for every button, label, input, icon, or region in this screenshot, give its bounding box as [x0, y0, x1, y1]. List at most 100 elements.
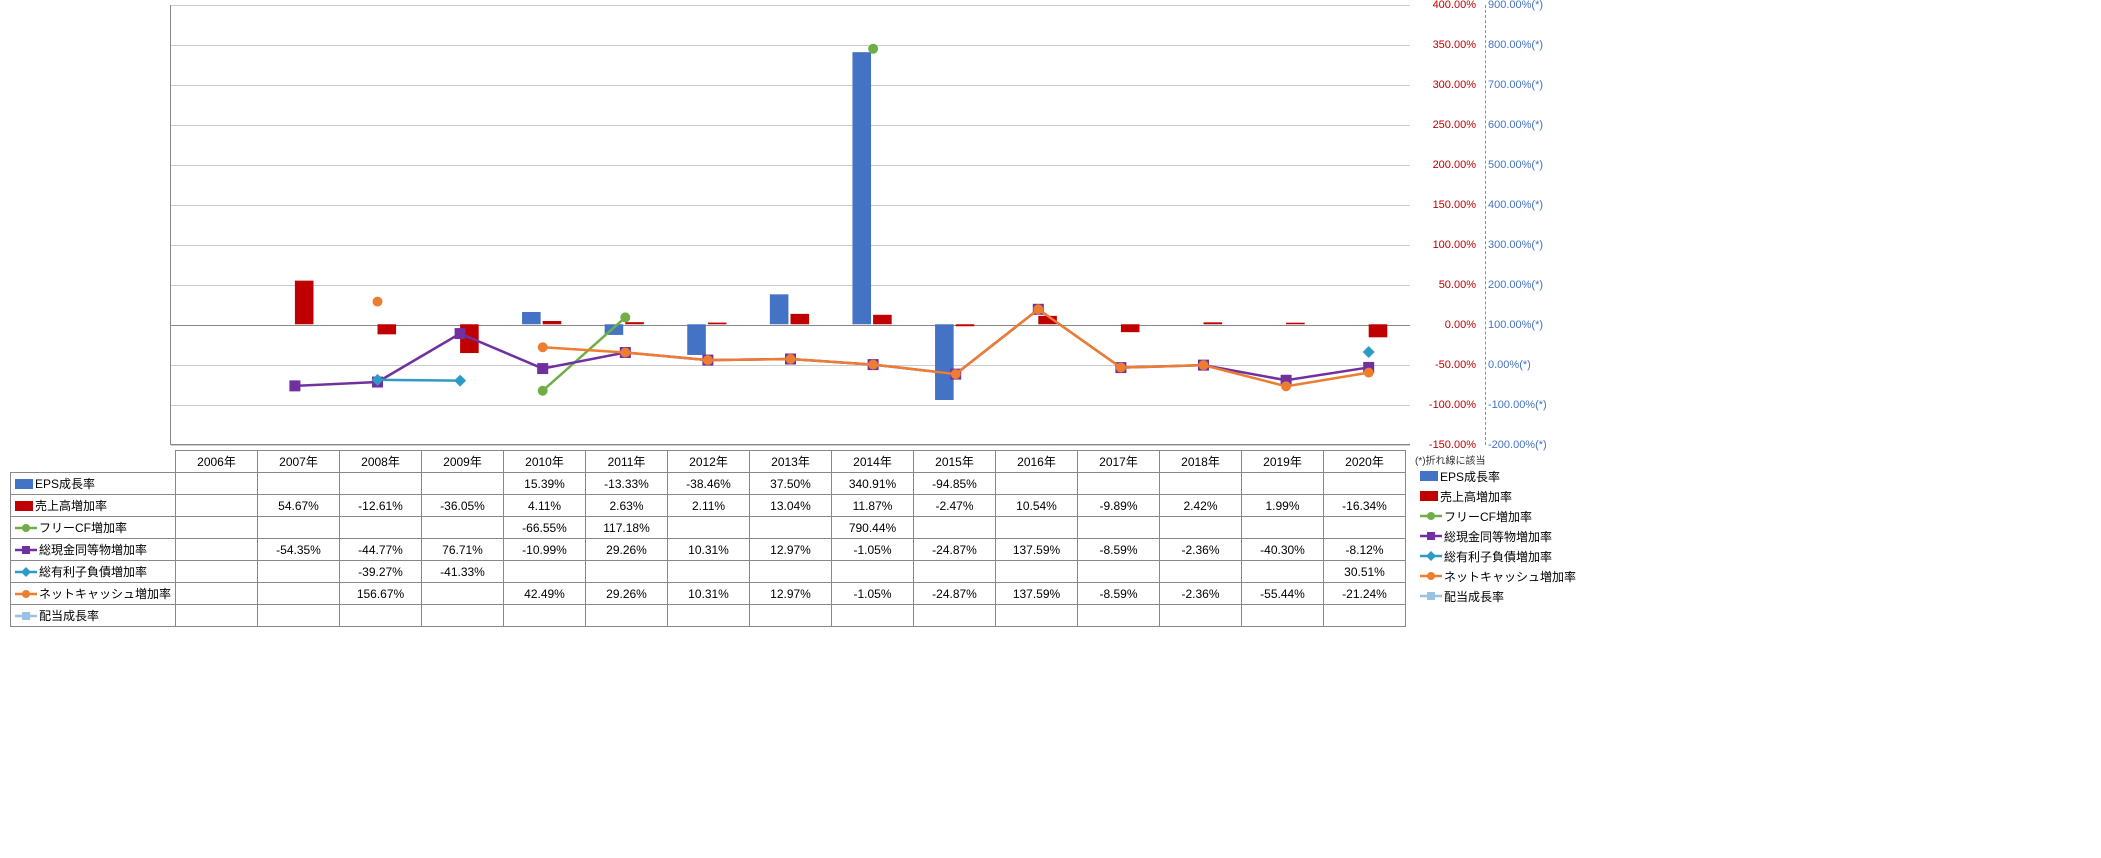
- y-axis-tick: 350.00%: [1413, 39, 1478, 51]
- table-cell: [750, 605, 832, 627]
- table-cell: [668, 605, 750, 627]
- legend-item-eps: EPS成長率: [1420, 466, 1576, 486]
- y2-axis-tick: 100.00%(*): [1484, 319, 1573, 331]
- y-axis-tick: 300.00%: [1413, 79, 1478, 91]
- year-header: 2013年: [750, 451, 832, 473]
- table-cell: -24.87%: [914, 583, 996, 605]
- table-cell: [422, 605, 504, 627]
- legend-item-cash: 総現金同等物増加率: [1420, 526, 1576, 546]
- table-cell: [914, 561, 996, 583]
- table-cell: 137.59%: [996, 539, 1078, 561]
- table-cell: -9.89%: [1078, 495, 1160, 517]
- marker-debt: [1363, 346, 1375, 358]
- legend-swatch: [1420, 590, 1442, 602]
- table-cell: [258, 517, 340, 539]
- table-cell: -2.47%: [914, 495, 996, 517]
- marker-netcash: [786, 354, 796, 364]
- legend-label: 総現金同等物増加率: [1444, 528, 1552, 545]
- legend-swatch: [1420, 550, 1442, 562]
- table-cell: [258, 561, 340, 583]
- legend-swatch: [15, 566, 37, 578]
- legend-label: 売上高増加率: [1440, 488, 1512, 505]
- table-cell: [1324, 473, 1406, 495]
- bar-sales: [1286, 323, 1305, 325]
- marker-cash: [290, 381, 300, 391]
- table-cell: 13.04%: [750, 495, 832, 517]
- table-cell: -12.61%: [340, 495, 422, 517]
- table-cell: -1.05%: [832, 539, 914, 561]
- table-cell: [258, 473, 340, 495]
- row-header: 売上高増加率: [15, 497, 171, 514]
- legend-item-netcash: ネットキャッシュ増加率: [1420, 566, 1576, 586]
- table-cell: [1324, 605, 1406, 627]
- table-cell: 15.39%: [504, 473, 586, 495]
- table-cell: [422, 583, 504, 605]
- y-axis-tick: -50.00%: [1413, 359, 1478, 371]
- table-cell: 790.44%: [832, 517, 914, 539]
- y2-axis-tick: 600.00%(*): [1484, 119, 1573, 131]
- axis-footnote: (*)折れ線に該当: [1415, 452, 1486, 467]
- table-cell: [832, 561, 914, 583]
- bar-sales: [1204, 322, 1223, 324]
- table-cell: 10.31%: [668, 539, 750, 561]
- y2-axis-tick: 400.00%(*): [1484, 199, 1573, 211]
- table-cell: [996, 561, 1078, 583]
- table-cell: -8.12%: [1324, 539, 1406, 561]
- table-cell: 2.42%: [1160, 495, 1242, 517]
- year-header: 2010年: [504, 451, 586, 473]
- bar-eps: [852, 52, 871, 324]
- table-cell: [586, 605, 668, 627]
- table-cell: 76.71%: [422, 539, 504, 561]
- table-cell: -16.34%: [1324, 495, 1406, 517]
- bar-sales: [873, 315, 892, 324]
- table-row-eps: EPS成長率15.39%-13.33%-38.46%37.50%340.91%-…: [11, 473, 1406, 495]
- bar-sales: [543, 321, 562, 324]
- legend-swatch: [15, 479, 33, 489]
- legend-swatch: [15, 610, 37, 622]
- table-cell: 29.26%: [586, 539, 668, 561]
- year-header: 2014年: [832, 451, 914, 473]
- y2-axis-tick: 800.00%(*): [1484, 39, 1573, 51]
- year-header: 2015年: [914, 451, 996, 473]
- y2-axis-tick: 200.00%(*): [1484, 279, 1573, 291]
- marker-fcf: [620, 312, 630, 322]
- table-cell: [176, 517, 258, 539]
- marker-netcash: [1281, 381, 1291, 391]
- table-cell: 12.97%: [750, 583, 832, 605]
- table-cell: [176, 539, 258, 561]
- table-cell: -13.33%: [586, 473, 668, 495]
- table-row-sales: 売上高増加率54.67%-12.61%-36.05%4.11%2.63%2.11…: [11, 495, 1406, 517]
- year-header: 2016年: [996, 451, 1078, 473]
- table-cell: [176, 605, 258, 627]
- year-header: 2007年: [258, 451, 340, 473]
- table-cell: [176, 495, 258, 517]
- legend: EPS成長率売上高増加率フリーCF増加率総現金同等物増加率総有利子負債増加率ネッ…: [1420, 466, 1576, 606]
- bar-eps: [935, 324, 954, 400]
- marker-netcash: [620, 348, 630, 358]
- table-cell: -44.77%: [340, 539, 422, 561]
- table-cell: -40.30%: [1242, 539, 1324, 561]
- table-cell: [1324, 517, 1406, 539]
- table-cell: -38.46%: [668, 473, 750, 495]
- table-cell: -94.85%: [914, 473, 996, 495]
- table-cell: [176, 473, 258, 495]
- table-cell: [1078, 473, 1160, 495]
- table-cell: -66.55%: [504, 517, 586, 539]
- y-axis-tick: 0.00%: [1413, 319, 1478, 331]
- table-cell: -2.36%: [1160, 539, 1242, 561]
- y-axis-tick: -100.00%: [1413, 399, 1478, 411]
- bar-sales: [295, 281, 314, 325]
- table-cell: [1242, 561, 1324, 583]
- table-cell: 4.11%: [504, 495, 586, 517]
- data-table: 2006年2007年2008年2009年2010年2011年2012年2013年…: [10, 450, 1406, 627]
- table-row-netcash: ネットキャッシュ増加率156.67%42.49%29.26%10.31%12.9…: [11, 583, 1406, 605]
- bar-sales: [791, 314, 810, 324]
- table-cell: -8.59%: [1078, 583, 1160, 605]
- primary-y-axis: 400.00%350.00%300.00%250.00%200.00%150.0…: [1415, 5, 1480, 445]
- year-header: 2006年: [176, 451, 258, 473]
- table-cell: -8.59%: [1078, 539, 1160, 561]
- table-cell: [996, 473, 1078, 495]
- table-cell: 137.59%: [996, 583, 1078, 605]
- table-cell: [1242, 605, 1324, 627]
- table-cell: [832, 605, 914, 627]
